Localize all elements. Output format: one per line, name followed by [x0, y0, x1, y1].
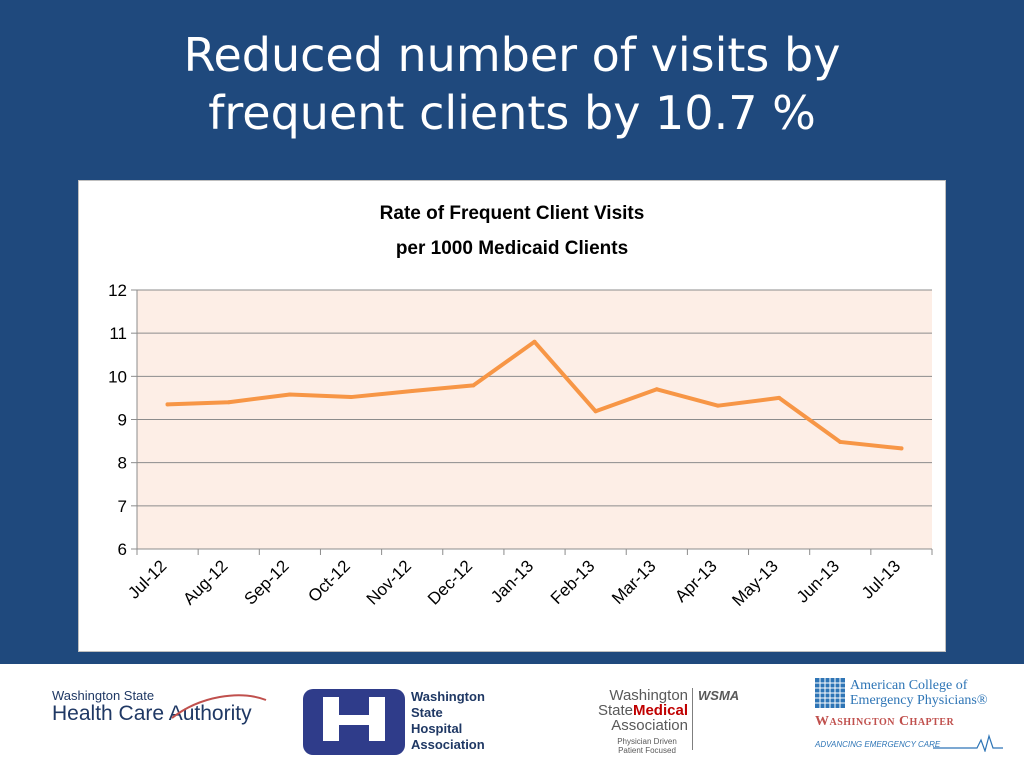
x-tick-label: Feb-13	[547, 556, 599, 608]
wsma-logo-line-2: StateMedical	[566, 703, 688, 718]
x-tick-label: Jan-13	[487, 556, 537, 606]
footer-logos: Washington State Health Care Authority W…	[0, 664, 1024, 768]
acep-name: American College of Emergency Physicians…	[850, 678, 988, 708]
x-tick-label: Jul-12	[124, 556, 170, 602]
x-tick-label: Jul-13	[858, 556, 904, 602]
x-tick-label: May-13	[728, 556, 782, 610]
wsha-logo: Washington State Hospital Association	[303, 689, 503, 755]
wsha-h-icon	[303, 689, 405, 755]
y-tick-label: 6	[118, 540, 127, 559]
data-point	[654, 387, 659, 392]
x-tick-label: Dec-12	[424, 556, 476, 608]
plot-area: 6 7 8 9 10 11 12 Jul-12 Aug-12 Sep-12 Oct-12 Nov-12…	[108, 281, 933, 610]
data-point	[226, 400, 231, 405]
wsha-logo-line-1: Washington	[411, 689, 485, 704]
acep-tagline: ADVANCING EMERGENCY CARE	[815, 740, 941, 749]
x-tick-label: Sep-12	[241, 556, 293, 608]
data-point	[715, 403, 720, 408]
y-tick-label: 9	[118, 411, 127, 430]
y-tick-label: 8	[118, 454, 127, 473]
slide-title-line-1: Reduced number of visits by	[183, 28, 841, 82]
wsma-logo-word-medical: Medical	[632, 702, 688, 719]
chart-title-line-2: per 1000 Medicaid Clients	[396, 238, 628, 259]
wsma-logo-line-1: Washington	[609, 687, 688, 704]
data-point	[471, 383, 476, 388]
x-tick-label: Oct-12	[304, 556, 354, 606]
wsma-logo-line-3: Association	[611, 717, 688, 734]
wsha-logo-line-2: State	[411, 705, 443, 720]
data-point	[593, 409, 598, 414]
wsha-logo-text: Washington State Hospital Association	[411, 689, 485, 753]
wsma-logo-text: Washington StateMedical Association Phys…	[566, 688, 688, 755]
data-point	[838, 439, 843, 444]
data-point	[349, 395, 354, 400]
data-point	[287, 392, 292, 397]
y-tick-label: 12	[108, 281, 127, 300]
hca-swoosh-icon	[171, 694, 267, 719]
chart-title-line-1: Rate of Frequent Client Visits	[380, 203, 645, 224]
wsha-logo-line-3: Hospital	[411, 721, 463, 736]
x-tick-label: Apr-13	[671, 556, 721, 606]
y-tick-label: 11	[109, 324, 127, 343]
data-point	[532, 339, 537, 344]
heartbeat-icon	[933, 734, 1003, 752]
acep-chapter: Washington Chapter	[815, 714, 955, 729]
data-point	[165, 402, 170, 407]
line-chart: Rate of Frequent Client Visits per 1000 …	[108, 203, 933, 610]
acep-grid-icon	[815, 678, 845, 708]
hca-logo-word-health-care: Health Care	[52, 702, 169, 725]
wsma-tagline-1: Physician Driven	[617, 737, 677, 746]
x-tick-label: Jun-13	[793, 556, 843, 606]
slide-title: Reduced number of visits by frequent cli…	[60, 26, 964, 142]
hca-logo-line-1: Washington State	[52, 688, 155, 703]
y-tick-label: 7	[118, 497, 127, 516]
acep-name-line-2: Emergency Physicians®	[850, 693, 988, 708]
hca-logo: Washington State Health Care Authority	[52, 688, 272, 733]
data-point	[410, 389, 415, 394]
y-tick-label: 10	[108, 367, 127, 386]
chart-panel: Rate of Frequent Client Visits per 1000 …	[78, 180, 946, 652]
wsha-logo-line-4: Association	[411, 737, 485, 752]
slide-title-line-2: frequent clients by 10.7 %	[208, 86, 816, 140]
data-point	[777, 395, 782, 400]
acep-name-line-1: American College of	[850, 678, 968, 693]
x-tick-label: Nov-12	[363, 556, 415, 608]
wsma-mark: WSMA	[698, 688, 740, 703]
wsma-logo-word-state: State	[597, 702, 633, 719]
x-tick-label: Mar-13	[608, 556, 660, 608]
acep-logo: American College of Emergency Physicians…	[815, 678, 1015, 764]
x-tick-label: Aug-12	[179, 556, 231, 608]
wsma-divider	[692, 688, 693, 750]
data-point	[899, 446, 904, 451]
wsma-logo: Washington StateMedical Association Phys…	[566, 688, 756, 755]
wsma-tagline-2: Patient Focused	[618, 746, 676, 755]
